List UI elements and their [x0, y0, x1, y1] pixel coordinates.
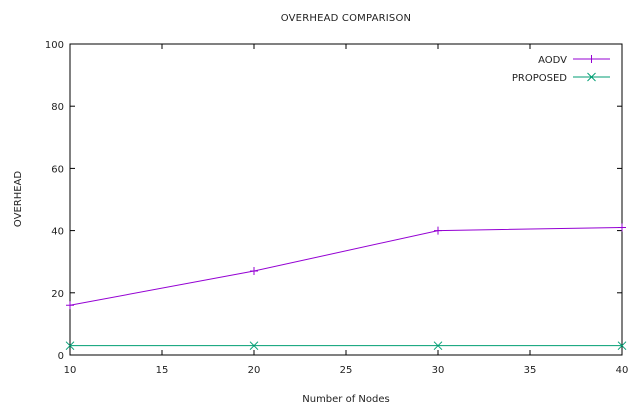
- data-point-aodv: [618, 223, 626, 232]
- y-tick-label: 80: [51, 102, 64, 113]
- legend-marker-proposed: [587, 72, 596, 82]
- series-line-aodv: [69, 226, 623, 306]
- x-tick-label: 35: [524, 365, 537, 376]
- y-tick-label: 100: [45, 40, 64, 51]
- x-tick-label: 30: [432, 365, 445, 376]
- legend-marker-aodv: [587, 55, 596, 63]
- data-point-aodv: [434, 226, 442, 235]
- legend: AODV PROPOSED: [512, 55, 610, 84]
- data-point-proposed: [249, 341, 259, 351]
- legend-label-proposed: PROPOSED: [512, 73, 567, 84]
- x-tick-label: 15: [156, 365, 169, 376]
- data-point-proposed: [65, 341, 75, 351]
- x-tick-label: 10: [64, 365, 77, 376]
- y-tick-label: 0: [58, 351, 64, 362]
- y-tick-label: 60: [51, 164, 64, 175]
- x-tick-label: 25: [340, 365, 353, 376]
- y-axis-title: OVERHEAD: [13, 171, 24, 227]
- y-tick-label: 20: [51, 289, 64, 300]
- x-axis-title: Number of Nodes: [302, 394, 389, 405]
- y-axis: 0 20 40 60 80 100: [45, 40, 622, 362]
- y-tick-label: 40: [51, 227, 64, 238]
- x-tick-label: 40: [616, 365, 629, 376]
- legend-label-aodv: AODV: [538, 55, 567, 66]
- x-axis: 10 15 20 25 30 35 40: [64, 44, 629, 376]
- series-layer: [65, 223, 627, 351]
- x-tick-label: 20: [248, 365, 261, 376]
- data-point-proposed: [617, 341, 627, 351]
- chart-title: OVERHEAD COMPARISON: [281, 13, 411, 24]
- data-point-proposed: [433, 341, 443, 351]
- data-point-aodv: [66, 301, 74, 310]
- data-point-aodv: [250, 267, 258, 276]
- plot-area-frame: [69, 43, 623, 356]
